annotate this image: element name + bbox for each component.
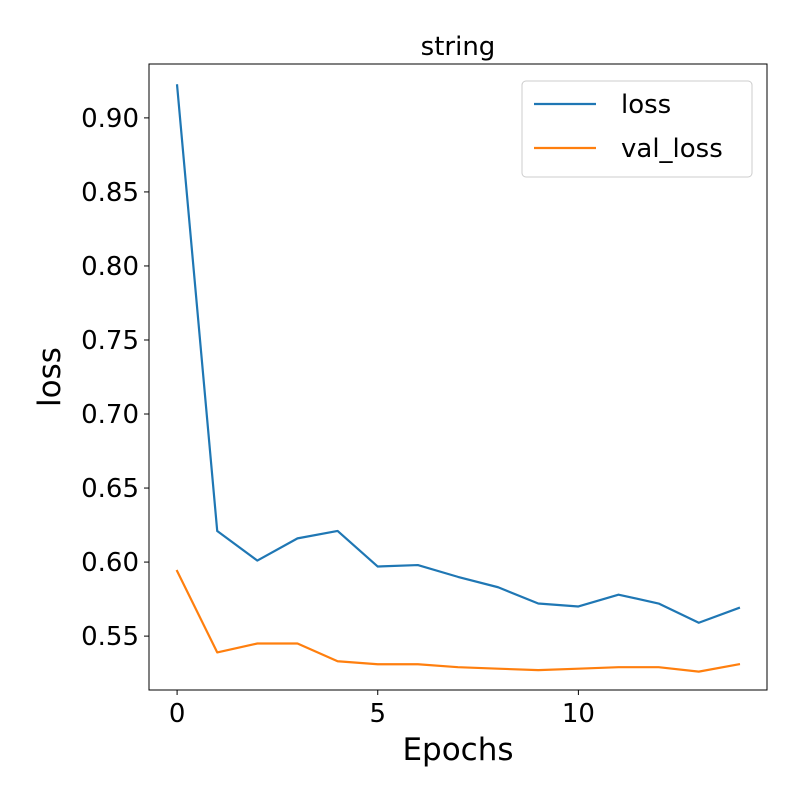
legend-label-val-loss: val_loss	[621, 134, 723, 164]
y-tick-label: 0.80	[81, 252, 139, 282]
y-tick-label: 0.55	[81, 622, 139, 652]
chart-title: string	[421, 32, 496, 62]
y-tick-label: 0.85	[81, 178, 139, 208]
y-tick-label: 0.70	[81, 400, 139, 430]
series-line-loss	[175, 84, 741, 624]
series-line-val-loss	[175, 569, 741, 673]
x-tick-label: 0	[169, 699, 186, 729]
y-tick-label: 0.65	[81, 474, 139, 504]
plot-area: 0 5 10 0.55 0.60 0.65 0.70 0.75 0.80 0.85 0.90 loss…	[81, 63, 768, 729]
x-tick-label: 5	[369, 699, 386, 729]
x-axis-label: Epochs	[402, 732, 513, 768]
plot-frame	[148, 63, 768, 691]
y-tick-label: 0.75	[81, 326, 139, 356]
x-tick-label: 10	[562, 699, 595, 729]
legend-label-loss: loss	[621, 90, 671, 120]
y-tick-label: 0.60	[81, 548, 139, 578]
legend: loss val_loss	[521, 80, 753, 178]
y-axis-label: loss	[32, 347, 68, 407]
y-tick-label: 0.90	[81, 104, 139, 134]
